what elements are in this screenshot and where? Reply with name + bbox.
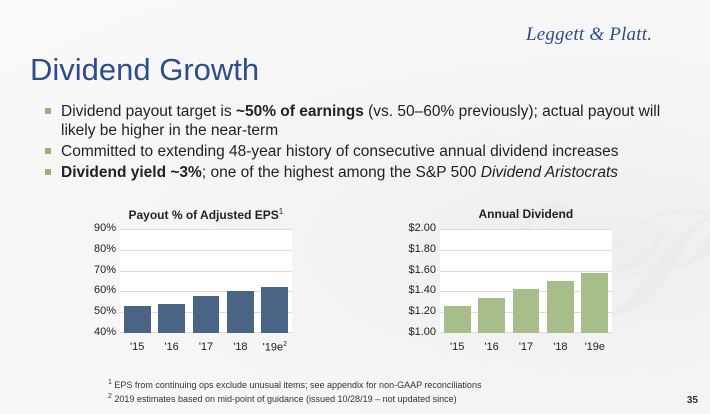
bullet-text: Committed to extending 48-year history o… xyxy=(61,143,619,160)
footnote: 1 EPS from continuing ops exclude unusua… xyxy=(108,377,481,391)
y-tick-label: $1.40 xyxy=(408,284,436,297)
footnote-text: 2019 estimates based on mid-point of gui… xyxy=(111,394,457,404)
gridline xyxy=(120,270,292,272)
x-tick-label: '16 xyxy=(164,341,179,353)
bullet-text: ; one of the highest among the S&P 500 xyxy=(201,164,481,181)
bar xyxy=(581,272,609,333)
slide-title: Dividend Growth xyxy=(30,52,260,87)
y-tick-label: $1.20 xyxy=(408,305,436,318)
bullet-text: (vs. 50–60% previously); actual payout w… xyxy=(61,103,661,139)
y-tick-label: $1.60 xyxy=(408,263,436,276)
y-tick-label: 80% xyxy=(93,242,116,255)
plot-area xyxy=(440,229,612,333)
gridline xyxy=(120,249,292,251)
footnote-marker: 1 xyxy=(278,207,284,216)
bar xyxy=(478,297,505,333)
dividend-chart: Annual Dividend $1.00 $1.20 $1.40 $1.60 $1.80… xyxy=(395,205,635,365)
x-tick-label: '19e2 xyxy=(262,341,287,354)
y-tick-label: 70% xyxy=(93,263,116,276)
bullet-text: ~50% of earnings xyxy=(235,103,364,120)
bar xyxy=(158,303,185,333)
bullet-list: Dividend payout target is ~50% of earnin… xyxy=(45,102,695,184)
x-tick-label: '18 xyxy=(233,341,248,353)
y-tick-label: 50% xyxy=(93,305,116,318)
bullet-marker-icon xyxy=(45,108,51,114)
x-tick-label: '19e xyxy=(584,341,606,353)
x-tick-label: '17 xyxy=(198,341,214,353)
gridline xyxy=(440,270,612,272)
plot-area xyxy=(120,229,292,333)
gridline xyxy=(120,229,292,230)
footnote-marker: 1 xyxy=(108,379,112,386)
gridline xyxy=(440,249,612,251)
bullet-text: Dividend yield ~3% xyxy=(61,164,202,181)
gridline xyxy=(440,229,612,230)
footnote: 2 2019 estimates based on mid-point of g… xyxy=(108,391,481,405)
page-number: 35 xyxy=(686,395,698,406)
x-tick-label: '15 xyxy=(450,341,465,353)
footnote-marker: 2 xyxy=(108,393,112,400)
gridline xyxy=(120,291,292,293)
bullet-text: Dividend payout target is xyxy=(61,103,236,120)
company-logo: Leggett & Platt. xyxy=(526,24,653,45)
y-tick-label: 90% xyxy=(93,222,116,234)
bullet-item: Dividend payout target is ~50% of earnin… xyxy=(45,102,695,140)
bar xyxy=(192,295,220,333)
bar xyxy=(512,289,540,333)
footnote-text: EPS from continuing ops exclude unusual … xyxy=(111,380,482,390)
y-tick-label: 40% xyxy=(93,326,116,338)
bar xyxy=(123,305,151,333)
bullet-item: Committed to extending 48-year history o… xyxy=(45,142,695,161)
bullet-text: Dividend Aristocrats xyxy=(480,164,619,181)
chart-title: Payout % of Adjusted EPS1 xyxy=(128,207,284,222)
bar xyxy=(226,291,254,333)
footnotes: 1 EPS from continuing ops exclude unusua… xyxy=(108,377,481,405)
x-tick-label: '17 xyxy=(518,341,534,353)
y-tick-label: $1.80 xyxy=(408,242,436,255)
y-tick-label: $1.00 xyxy=(408,326,436,338)
chart-title: Annual Dividend xyxy=(478,207,574,221)
x-tick-label: '16 xyxy=(484,341,499,353)
x-tick-label: '18 xyxy=(553,341,568,353)
bar xyxy=(261,287,289,333)
y-tick-label: $2.00 xyxy=(408,222,436,234)
bullet-marker-icon xyxy=(45,148,51,154)
payout-chart: Payout % of Adjusted EPS1 40% 50% 60% 70% 80%… xyxy=(75,205,315,365)
x-tick-label: '15 xyxy=(130,341,145,353)
bar xyxy=(546,281,574,333)
bullet-item: Dividend yield ~3%; one of the highest a… xyxy=(45,163,695,182)
y-tick-label: 60% xyxy=(93,284,116,297)
bullet-marker-icon xyxy=(45,169,51,175)
bar xyxy=(443,305,471,333)
footnote-marker: 2 xyxy=(283,341,287,348)
